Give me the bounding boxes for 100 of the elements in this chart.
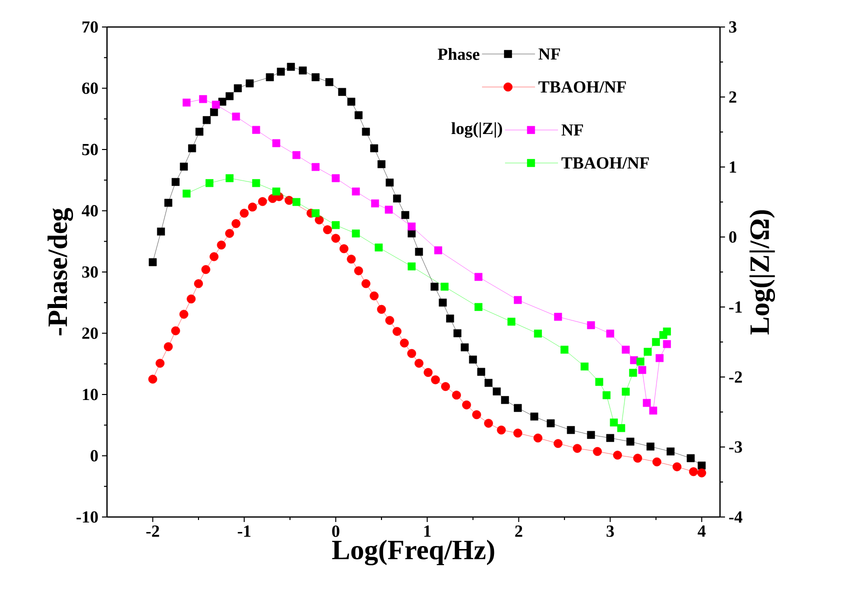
point: [298, 66, 307, 74]
point: [194, 279, 203, 288]
point: [414, 358, 424, 368]
point: [469, 356, 477, 364]
point: [513, 428, 522, 438]
point: [370, 144, 378, 152]
point: [338, 88, 346, 96]
point: [206, 179, 214, 188]
point: [698, 462, 706, 470]
point: [642, 398, 651, 407]
point: [171, 326, 180, 336]
point: [186, 294, 196, 304]
point: [400, 338, 409, 348]
point: [554, 312, 562, 321]
point: [514, 404, 522, 412]
point: [617, 424, 626, 432]
y2-tick-label: 3: [729, 21, 736, 33]
point: [323, 225, 332, 234]
point: [438, 298, 447, 307]
point: [312, 209, 320, 218]
annotation: log(|Z|): [451, 122, 502, 138]
point: [172, 178, 180, 186]
point: [629, 368, 638, 377]
point: [232, 219, 240, 228]
point: [164, 342, 173, 352]
point: [202, 116, 211, 124]
point: [182, 190, 191, 198]
x-tick-label: -1: [238, 526, 250, 537]
y-tick-label: 50: [82, 144, 98, 156]
point: [164, 198, 172, 207]
y2-tick-label: 2: [729, 91, 736, 103]
point: [148, 258, 157, 266]
point: [501, 396, 509, 404]
point: [156, 358, 165, 368]
x-tick-label: 3: [606, 526, 614, 537]
point: [452, 390, 461, 400]
point: [180, 162, 188, 171]
point: [352, 230, 360, 238]
point: [572, 444, 582, 453]
y2-tick-label: -4: [729, 511, 742, 523]
point: [201, 265, 210, 274]
y-tick-label: 10: [82, 388, 98, 400]
point: [484, 378, 492, 387]
y-tick-label: 20: [82, 328, 98, 339]
point: [662, 340, 671, 348]
point: [672, 462, 682, 472]
point: [646, 442, 654, 451]
point: [434, 246, 442, 254]
point: [393, 194, 401, 202]
point: [534, 330, 542, 338]
point: [212, 100, 220, 109]
point: [595, 378, 604, 386]
x-tick-label: 2: [515, 526, 522, 537]
point: [226, 92, 234, 100]
point: [354, 111, 363, 120]
point: [441, 382, 450, 391]
point: [386, 178, 394, 187]
x-axis-title: Log(Freq/Hz): [332, 540, 494, 566]
point: [622, 388, 630, 396]
point: [332, 174, 340, 182]
annotation: Phase: [438, 48, 480, 60]
point: [474, 303, 482, 311]
point: [440, 282, 449, 291]
point: [606, 434, 614, 442]
point: [686, 454, 695, 462]
point: [652, 457, 662, 466]
point: [354, 266, 364, 276]
point: [613, 450, 622, 460]
y2-tick-label: 1: [730, 161, 736, 173]
point: [507, 318, 516, 326]
point: [210, 252, 218, 262]
point: [424, 368, 433, 377]
point: [378, 160, 386, 168]
y2-tick-label: -2: [729, 371, 742, 383]
point: [340, 244, 348, 254]
point: [286, 62, 295, 71]
point: [633, 454, 642, 463]
point: [385, 316, 394, 325]
point: [225, 228, 234, 238]
x-tick-label: 0: [332, 526, 340, 537]
point: [496, 426, 506, 434]
point: [431, 375, 440, 384]
point: [240, 208, 249, 218]
point: [210, 108, 218, 116]
point: [346, 254, 356, 264]
point: [252, 126, 260, 134]
point: [533, 434, 542, 442]
point: [622, 346, 630, 354]
point: [408, 229, 416, 238]
point: [272, 139, 280, 148]
y2-tick-label: -3: [729, 441, 742, 453]
point: [248, 202, 257, 212]
point: [430, 282, 438, 291]
point: [352, 188, 360, 196]
point: [272, 188, 280, 196]
x-tick-label: 1: [424, 526, 431, 537]
point: [199, 95, 208, 104]
point: [312, 163, 320, 171]
point: [477, 368, 486, 376]
point: [374, 244, 383, 252]
